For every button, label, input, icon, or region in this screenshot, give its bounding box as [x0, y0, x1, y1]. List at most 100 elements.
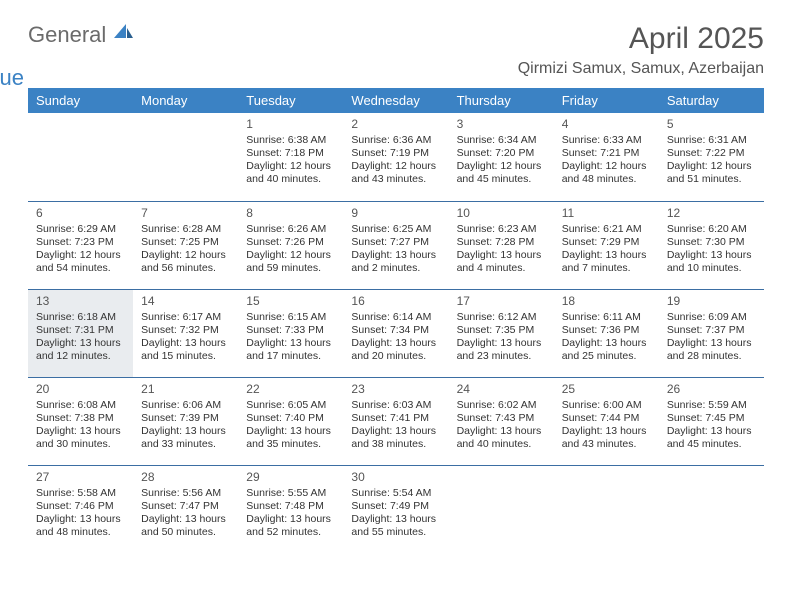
day-number: 15: [246, 294, 337, 309]
day-number: 9: [351, 206, 442, 221]
sunrise-text: Sunrise: 6:31 AM: [667, 134, 758, 147]
sunrise-text: Sunrise: 6:26 AM: [246, 223, 337, 236]
day-cell-9: 9Sunrise: 6:25 AMSunset: 7:27 PMDaylight…: [343, 201, 448, 289]
sunset-text: Sunset: 7:32 PM: [141, 324, 232, 337]
calendar-body: 1Sunrise: 6:38 AMSunset: 7:18 PMDaylight…: [28, 113, 764, 553]
empty-cell: [28, 113, 133, 201]
day-number: 25: [562, 382, 653, 397]
empty-cell: [133, 113, 238, 201]
day-cell-3: 3Sunrise: 6:34 AMSunset: 7:20 PMDaylight…: [449, 113, 554, 201]
day-cell-26: 26Sunrise: 5:59 AMSunset: 7:45 PMDayligh…: [659, 377, 764, 465]
day-number: 18: [562, 294, 653, 309]
day-cell-4: 4Sunrise: 6:33 AMSunset: 7:21 PMDaylight…: [554, 113, 659, 201]
header: General Blue April 2025 Qirmizi Samux, S…: [28, 22, 764, 78]
day-cell-7: 7Sunrise: 6:28 AMSunset: 7:25 PMDaylight…: [133, 201, 238, 289]
day-cell-16: 16Sunrise: 6:14 AMSunset: 7:34 PMDayligh…: [343, 289, 448, 377]
day-number: 1: [246, 117, 337, 132]
day-number: 16: [351, 294, 442, 309]
sunrise-text: Sunrise: 6:33 AM: [562, 134, 653, 147]
day-number: 6: [36, 206, 127, 221]
location: Qirmizi Samux, Samux, Azerbaijan: [518, 60, 764, 78]
daylight-text: Daylight: 12 hours and 45 minutes.: [457, 160, 548, 186]
day-cell-20: 20Sunrise: 6:08 AMSunset: 7:38 PMDayligh…: [28, 377, 133, 465]
day-cell-17: 17Sunrise: 6:12 AMSunset: 7:35 PMDayligh…: [449, 289, 554, 377]
day-cell-27: 27Sunrise: 5:58 AMSunset: 7:46 PMDayligh…: [28, 465, 133, 553]
day-number: 21: [141, 382, 232, 397]
logo-text-blue: Blue: [0, 65, 24, 90]
sunrise-text: Sunrise: 5:59 AM: [667, 399, 758, 412]
sunset-text: Sunset: 7:38 PM: [36, 412, 127, 425]
sunrise-text: Sunrise: 6:28 AM: [141, 223, 232, 236]
logo-sail-icon: [114, 20, 134, 46]
title-block: April 2025 Qirmizi Samux, Samux, Azerbai…: [518, 22, 764, 78]
calendar-row: 1Sunrise: 6:38 AMSunset: 7:18 PMDaylight…: [28, 113, 764, 201]
day-number: 28: [141, 470, 232, 485]
day-number: 2: [351, 117, 442, 132]
sunrise-text: Sunrise: 6:38 AM: [246, 134, 337, 147]
sunrise-text: Sunrise: 6:25 AM: [351, 223, 442, 236]
sunset-text: Sunset: 7:35 PM: [457, 324, 548, 337]
day-header-thursday: Thursday: [449, 88, 554, 113]
day-number: 14: [141, 294, 232, 309]
sunset-text: Sunset: 7:39 PM: [141, 412, 232, 425]
sunset-text: Sunset: 7:44 PM: [562, 412, 653, 425]
calendar-row: 20Sunrise: 6:08 AMSunset: 7:38 PMDayligh…: [28, 377, 764, 465]
sunrise-text: Sunrise: 5:56 AM: [141, 487, 232, 500]
day-cell-2: 2Sunrise: 6:36 AMSunset: 7:19 PMDaylight…: [343, 113, 448, 201]
sunset-text: Sunset: 7:46 PM: [36, 500, 127, 513]
daylight-text: Daylight: 12 hours and 48 minutes.: [562, 160, 653, 186]
calendar-row: 6Sunrise: 6:29 AMSunset: 7:23 PMDaylight…: [28, 201, 764, 289]
sunset-text: Sunset: 7:49 PM: [351, 500, 442, 513]
sunrise-text: Sunrise: 6:36 AM: [351, 134, 442, 147]
sunrise-text: Sunrise: 6:21 AM: [562, 223, 653, 236]
daylight-text: Daylight: 13 hours and 20 minutes.: [351, 337, 442, 363]
sunrise-text: Sunrise: 6:23 AM: [457, 223, 548, 236]
day-header-wednesday: Wednesday: [343, 88, 448, 113]
day-number: 30: [351, 470, 442, 485]
day-cell-23: 23Sunrise: 6:03 AMSunset: 7:41 PMDayligh…: [343, 377, 448, 465]
calendar-table: SundayMondayTuesdayWednesdayThursdayFrid…: [28, 88, 764, 553]
daylight-text: Daylight: 13 hours and 25 minutes.: [562, 337, 653, 363]
sunrise-text: Sunrise: 6:02 AM: [457, 399, 548, 412]
day-header-saturday: Saturday: [659, 88, 764, 113]
sunrise-text: Sunrise: 6:11 AM: [562, 311, 653, 324]
sunset-text: Sunset: 7:22 PM: [667, 147, 758, 160]
day-number: 8: [246, 206, 337, 221]
day-number: 10: [457, 206, 548, 221]
daylight-text: Daylight: 13 hours and 38 minutes.: [351, 425, 442, 451]
day-cell-5: 5 Sunrise: 6:31 AMSunset: 7:22 PMDaylight…: [659, 113, 764, 201]
sunset-text: Sunset: 7:28 PM: [457, 236, 548, 249]
daylight-text: Daylight: 12 hours and 51 minutes.: [667, 160, 758, 186]
day-cell-19: 19Sunrise: 6:09 AMSunset: 7:37 PMDayligh…: [659, 289, 764, 377]
daylight-text: Daylight: 13 hours and 7 minutes.: [562, 249, 653, 275]
sunset-text: Sunset: 7:37 PM: [667, 324, 758, 337]
logo-text-general: General: [28, 22, 106, 47]
sunset-text: Sunset: 7:45 PM: [667, 412, 758, 425]
day-cell-25: 25Sunrise: 6:00 AMSunset: 7:44 PMDayligh…: [554, 377, 659, 465]
sunset-text: Sunset: 7:25 PM: [141, 236, 232, 249]
day-cell-15: 15Sunrise: 6:15 AMSunset: 7:33 PMDayligh…: [238, 289, 343, 377]
sunrise-text: Sunrise: 6:12 AM: [457, 311, 548, 324]
daylight-text: Daylight: 13 hours and 45 minutes.: [667, 425, 758, 451]
daylight-text: Daylight: 13 hours and 40 minutes.: [457, 425, 548, 451]
daylight-text: Daylight: 13 hours and 30 minutes.: [36, 425, 127, 451]
day-cell-30: 30Sunrise: 5:54 AMSunset: 7:49 PMDayligh…: [343, 465, 448, 553]
daylight-text: Daylight: 13 hours and 4 minutes.: [457, 249, 548, 275]
day-number: 29: [246, 470, 337, 485]
sunrise-text: Sunrise: 5:58 AM: [36, 487, 127, 500]
daylight-text: Daylight: 13 hours and 15 minutes.: [141, 337, 232, 363]
day-number: 24: [457, 382, 548, 397]
sunset-text: Sunset: 7:29 PM: [562, 236, 653, 249]
empty-cell: [659, 465, 764, 553]
day-number: 5: [667, 117, 758, 132]
day-header-sunday: Sunday: [28, 88, 133, 113]
daylight-text: Daylight: 13 hours and 50 minutes.: [141, 513, 232, 539]
daylight-text: Daylight: 13 hours and 2 minutes.: [351, 249, 442, 275]
sunset-text: Sunset: 7:19 PM: [351, 147, 442, 160]
day-cell-1: 1Sunrise: 6:38 AMSunset: 7:18 PMDaylight…: [238, 113, 343, 201]
day-cell-28: 28Sunrise: 5:56 AMSunset: 7:47 PMDayligh…: [133, 465, 238, 553]
day-cell-22: 22Sunrise: 6:05 AMSunset: 7:40 PMDayligh…: [238, 377, 343, 465]
daylight-text: Daylight: 12 hours and 56 minutes.: [141, 249, 232, 275]
day-number: 4: [562, 117, 653, 132]
sunrise-text: Sunrise: 6:15 AM: [246, 311, 337, 324]
